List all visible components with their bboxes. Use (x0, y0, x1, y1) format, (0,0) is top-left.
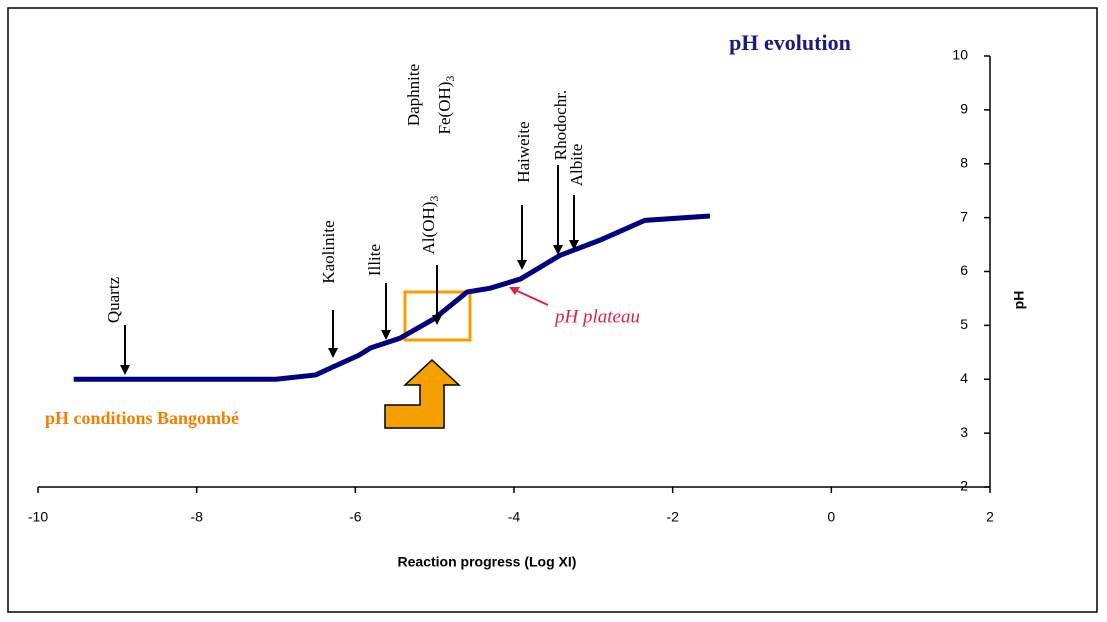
y-tick-label: 4 (960, 370, 968, 386)
annotation: Fe(OH)3 (435, 76, 457, 135)
arrowhead (553, 245, 563, 255)
x-tick-label: -2 (666, 509, 679, 525)
annotation-sub: 3 (427, 196, 441, 202)
arrowhead (328, 348, 338, 358)
y-tick-label: 10 (952, 47, 968, 63)
arrowhead (432, 315, 442, 325)
annotation: pH conditions Bangombé (45, 408, 239, 428)
annotation: pH plateau (553, 306, 640, 327)
annotation: Haiweite (514, 121, 533, 182)
x-tick-label: 0 (827, 509, 835, 525)
x-tick-label: -4 (508, 509, 521, 525)
arrowhead (509, 287, 520, 295)
annotation: Illite (365, 244, 384, 276)
x-tick-label: 2 (986, 509, 994, 525)
x-tick-label: -8 (190, 509, 203, 525)
y-tick-label: 3 (960, 424, 968, 440)
y-tick-label: 5 (960, 316, 968, 332)
annotation: Daphnite (404, 64, 423, 126)
annotation: Albite (567, 144, 586, 187)
y-tick-label: 8 (960, 154, 968, 170)
y-tick-label: 9 (960, 101, 968, 117)
chart-title: pH evolution (729, 30, 851, 55)
data-line (73, 213, 711, 382)
annotation: Quartz (104, 276, 123, 323)
y-tick-label: 7 (960, 208, 968, 224)
bent-arrow (384, 358, 461, 429)
y-axis-label: pH (1011, 291, 1027, 310)
x-tick-label: -10 (28, 509, 48, 525)
arrowhead (120, 365, 130, 375)
arrow (512, 288, 549, 306)
frame (7, 7, 1098, 613)
arrowhead (381, 330, 391, 340)
annotation-text: Al(OH) (419, 202, 438, 255)
arrowhead (517, 260, 527, 270)
annotation: Al(OH)3 (419, 196, 441, 255)
y-tick-label: 6 (960, 262, 968, 278)
y-tick-label: 2 (960, 478, 968, 494)
arrowhead (569, 240, 579, 250)
x-axis-label: Reaction progress (Log XI) (398, 554, 577, 570)
annotation-sub: 3 (443, 76, 457, 82)
annotation: Rhodochr. (551, 90, 570, 160)
annotation-text: Fe(OH) (435, 82, 454, 135)
x-tick-label: -6 (349, 509, 362, 525)
annotation: Kaolinite (319, 220, 338, 283)
